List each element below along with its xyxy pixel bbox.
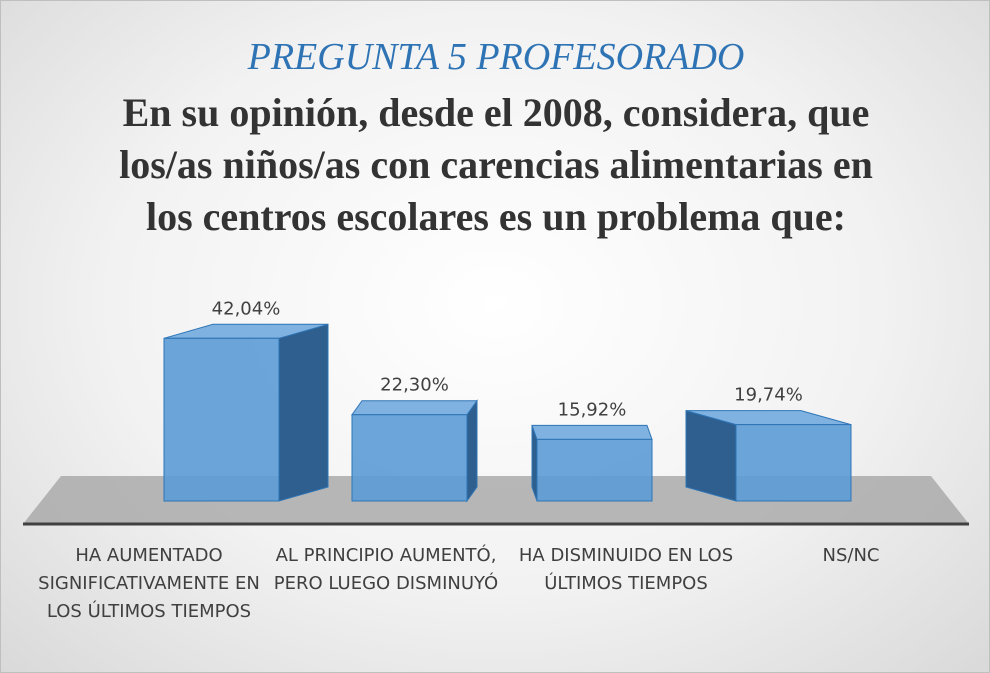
x-tick-label: HA DISMINUIDO EN LOS ÚLTIMOS TIEMPOS — [518, 545, 734, 594]
chart-title: PREGUNTA 5 PROFESORADO — [247, 36, 745, 78]
x-tick-label: HA AUMENTADO SIGNIFICATIVAMENTE EN LOS Ú… — [38, 545, 260, 622]
chart-subtitle: En su opinión, desde el 2008, considera,… — [119, 90, 873, 239]
bar-face — [685, 409, 737, 502]
bar — [531, 424, 653, 502]
bar-face — [536, 438, 653, 502]
bar-face — [735, 424, 852, 502]
bar — [685, 409, 852, 502]
bar — [351, 399, 478, 503]
value-label: 15,92% — [558, 399, 627, 420]
bar-face — [278, 323, 329, 502]
bar-face — [351, 400, 478, 416]
bar-face — [531, 424, 653, 440]
x-tick-label: NS/NC — [822, 545, 880, 566]
x-tick-label: AL PRINCIPIO AUMENTÓ, PERO LUEGO DISMINU… — [273, 545, 499, 594]
value-label: 19,74% — [734, 385, 803, 406]
value-label: 22,30% — [380, 375, 449, 396]
bar-face — [466, 399, 478, 503]
bar — [163, 323, 329, 502]
value-label: 42,04% — [212, 298, 281, 319]
bar-face — [163, 337, 280, 502]
bar-face — [351, 414, 468, 502]
